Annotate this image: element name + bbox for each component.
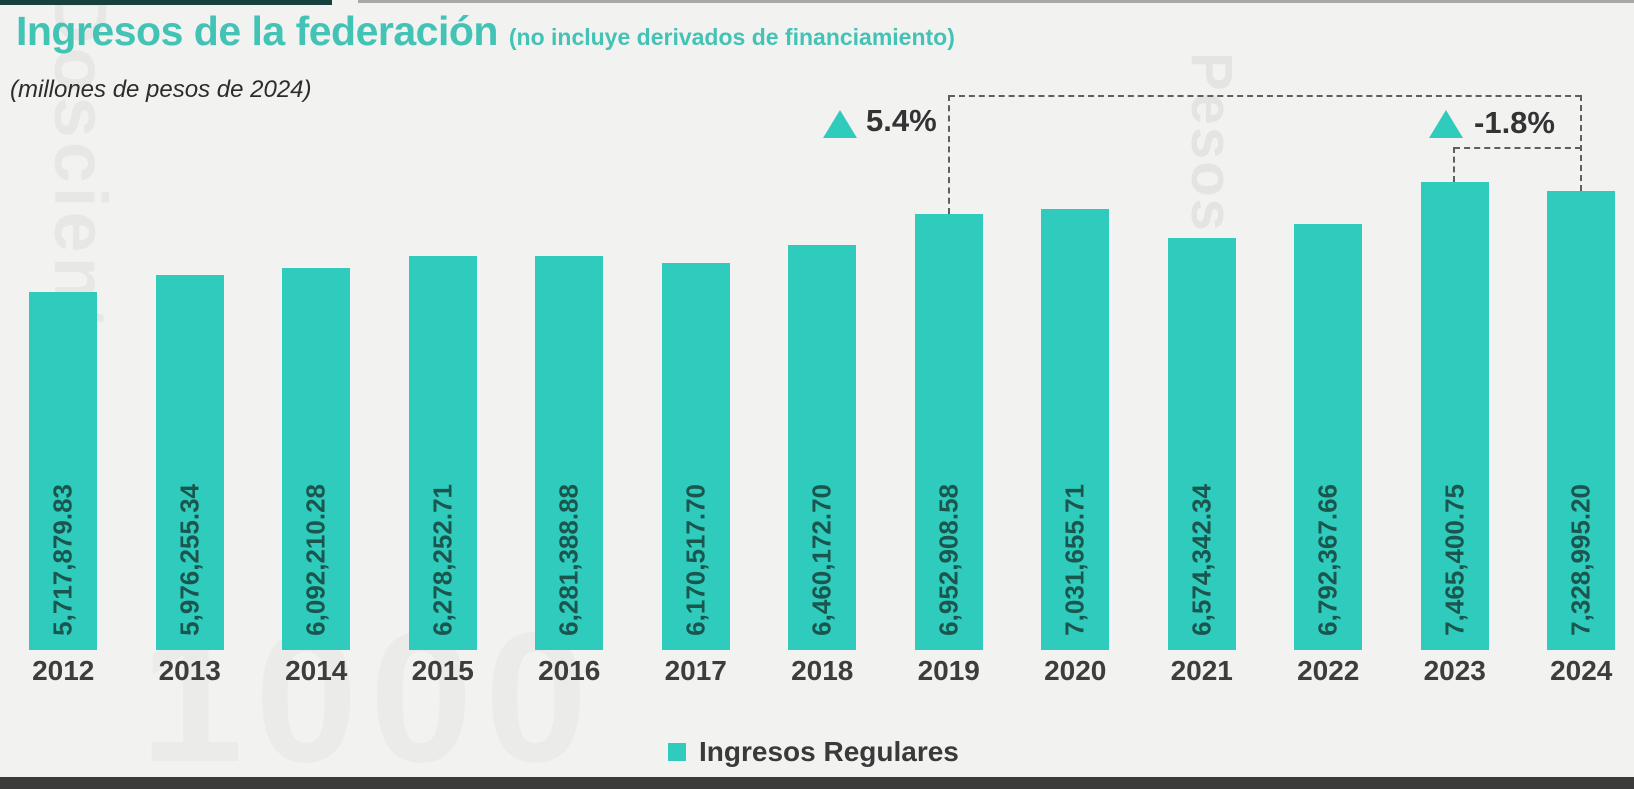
- x-axis-label-2014: 2014: [285, 655, 348, 686]
- bottom-bar: [0, 777, 1634, 789]
- top-gray-strip: [358, 0, 1634, 3]
- page-subtitle: (millones de pesos de 2024): [10, 76, 312, 103]
- dashed-line-2024: [1580, 95, 1582, 191]
- x-axis-label-2023: 2023: [1423, 655, 1486, 686]
- top-left-strip: [0, 0, 332, 5]
- legend: Ingresos Regulares: [668, 736, 959, 768]
- bar-value-label: 6,792,367.66: [1312, 484, 1343, 636]
- bar-2018: 6,460,172.70: [788, 245, 856, 650]
- bar-value-label: 7,465,400.75: [1439, 484, 1469, 636]
- bar-value-label: 5,976,255.34: [174, 484, 204, 636]
- dashed-line-2023: [1453, 147, 1455, 182]
- triangle-up-icon: [1429, 110, 1463, 138]
- legend-swatch-icon: [668, 743, 686, 761]
- bar-2017: 6,170,517.70: [661, 263, 730, 650]
- x-axis-label-2020: 2020: [1044, 655, 1107, 686]
- x-axis-label-2022: 2022: [1297, 655, 1360, 686]
- bar-2019: 6,952,908.58: [914, 214, 983, 650]
- bar-2016: 6,281,388.88: [535, 256, 603, 650]
- bar-2012: 5,717,879.83: [29, 292, 97, 650]
- x-axis-label-2019: 2019: [917, 655, 980, 686]
- x-axis-label-2016: 2016: [538, 655, 601, 686]
- x-axis-label-2024: 2024: [1550, 655, 1613, 686]
- x-axis-label-2021: 2021: [1170, 655, 1233, 686]
- dashed-bracket-2023-2024: [1454, 147, 1581, 149]
- bar-value-label: 6,278,252.71: [427, 484, 457, 636]
- bar-2024: 7,328,995.20: [1547, 191, 1615, 650]
- x-axis-label-2013: 2013: [158, 655, 221, 686]
- x-axis-label-2017: 2017: [664, 655, 727, 686]
- legend-label: Ingresos Regulares: [699, 736, 959, 767]
- dashed-bracket-2019-2024: [949, 95, 1581, 97]
- bar-2020: 7,031,655.71: [1041, 209, 1109, 650]
- growth-label-2023-2024: -1.8%: [1474, 105, 1555, 140]
- bar-value-label: 5,717,879.83: [47, 484, 78, 636]
- page-title-note: (no incluye derivados de financiamiento): [508, 24, 955, 50]
- bar-value-label: 7,031,655.71: [1059, 484, 1090, 636]
- bar-value-label: 6,170,517.70: [680, 484, 710, 636]
- page-title-main: Ingresos de la federación: [16, 8, 498, 54]
- bar-2021: 6,574,342.34: [1167, 238, 1236, 650]
- page-title: Ingresos de la federación (no incluye de…: [16, 8, 955, 55]
- x-axis-label-2012: 2012: [32, 655, 95, 686]
- bar-value-label: 6,281,388.88: [553, 484, 584, 636]
- bar-value-label: 6,460,172.70: [806, 484, 837, 636]
- growth-label-2019-2024: 5.4%: [866, 103, 937, 138]
- x-axis-label-2015: 2015: [411, 655, 474, 686]
- bar-2023: 7,465,400.75: [1420, 182, 1489, 650]
- bar-2014: 6,092,210.28: [282, 268, 350, 650]
- bar-2015: 6,278,252.71: [408, 256, 477, 650]
- dashed-line-2019: [948, 95, 950, 214]
- bar-value-label: 6,952,908.58: [933, 484, 963, 636]
- bar-value-label: 6,574,342.34: [1186, 484, 1216, 636]
- bar-value-label: 7,328,995.20: [1565, 484, 1596, 636]
- bar-2022: 6,792,367.66: [1294, 224, 1362, 650]
- watermark-right-vertical-text: Pesos: [1179, 52, 1244, 233]
- bar-value-label: 6,092,210.28: [300, 484, 331, 636]
- bar-2013: 5,976,255.34: [155, 275, 224, 650]
- x-axis-label-2018: 2018: [791, 655, 854, 686]
- triangle-up-icon: [823, 110, 857, 138]
